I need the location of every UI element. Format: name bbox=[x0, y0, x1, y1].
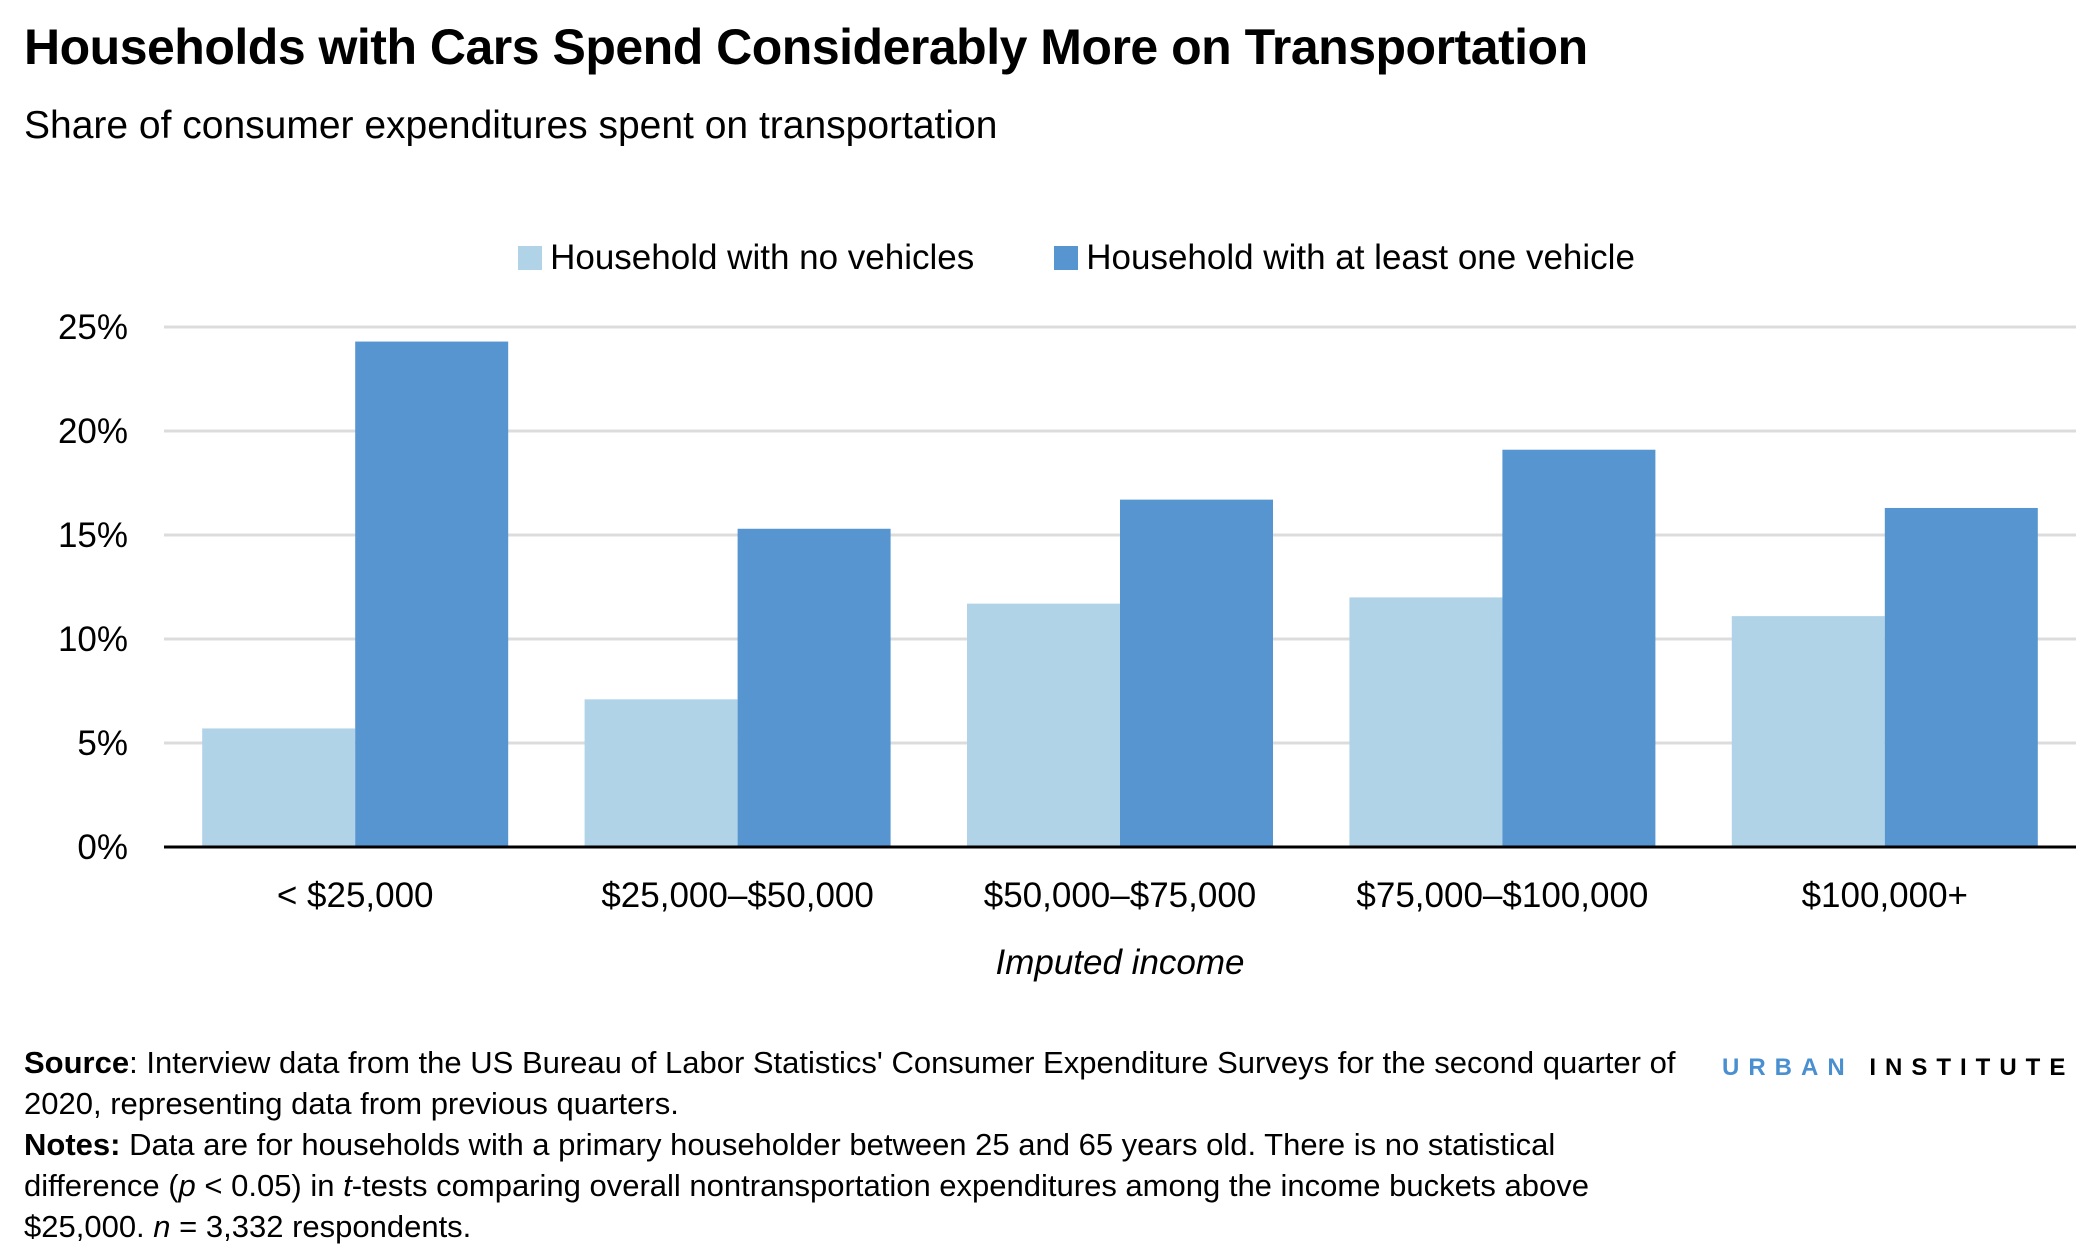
notes: Notes: Data are for households with a pr… bbox=[24, 1127, 1589, 1244]
legend-label-no-vehicles: Household with no vehicles bbox=[550, 238, 975, 277]
bar-no-vehicles bbox=[1731, 616, 1885, 847]
y-tick-label: 10% bbox=[58, 620, 128, 659]
bar-no-vehicles bbox=[967, 603, 1120, 847]
footer-notes: Source: Interview data from the US Burea… bbox=[24, 1042, 1684, 1247]
bar-vehicle bbox=[1120, 499, 1273, 847]
x-tick-label: $75,000–$100,000 bbox=[1356, 876, 1648, 915]
y-tick-label: 25% bbox=[58, 308, 128, 347]
bar-chart: 0% 5% 10% 15% 20% 25% < $25,000 $25,000–$50,000… bbox=[58, 308, 2076, 982]
bar-vehicle bbox=[737, 528, 891, 847]
y-tick-label: 15% bbox=[58, 516, 128, 555]
bar-vehicle bbox=[1884, 507, 2038, 847]
bar-no-vehicles bbox=[1349, 597, 1503, 847]
bar-no-vehicles bbox=[202, 728, 356, 847]
bar-vehicle bbox=[355, 341, 509, 847]
legend-item-vehicle: Household with at least one vehicle bbox=[1054, 238, 1635, 278]
x-tick-label: $25,000–$50,000 bbox=[601, 876, 874, 915]
legend-swatch-no-vehicles bbox=[518, 246, 543, 270]
y-tick-label: 5% bbox=[77, 724, 128, 763]
urban-institute-logo: URBAN INSTITUTE bbox=[1722, 1054, 2075, 1081]
x-axis-label: Imputed income bbox=[995, 943, 1244, 982]
chart-title: Households with Cars Spend Considerably … bbox=[24, 19, 1588, 75]
legend-label-vehicle: Household with at least one vehicle bbox=[1086, 238, 1635, 277]
x-tick-label: < $25,000 bbox=[277, 876, 434, 915]
x-tick-label: $50,000–$75,000 bbox=[984, 876, 1257, 915]
bar-no-vehicles bbox=[584, 699, 738, 847]
source-note: Source: Interview data from the US Burea… bbox=[24, 1045, 1676, 1121]
chart-subtitle: Share of consumer expenditures spent on … bbox=[24, 104, 998, 147]
y-tick-label: 20% bbox=[58, 412, 128, 451]
x-tick-label: $100,000+ bbox=[1802, 876, 1968, 915]
legend: Household with no vehicles Household wit… bbox=[0, 238, 2093, 278]
legend-swatch-vehicle bbox=[1054, 246, 1079, 270]
bar-vehicle bbox=[1502, 449, 1656, 847]
y-tick-label: 0% bbox=[77, 828, 128, 867]
legend-item-no-vehicles: Household with no vehicles bbox=[518, 238, 974, 278]
